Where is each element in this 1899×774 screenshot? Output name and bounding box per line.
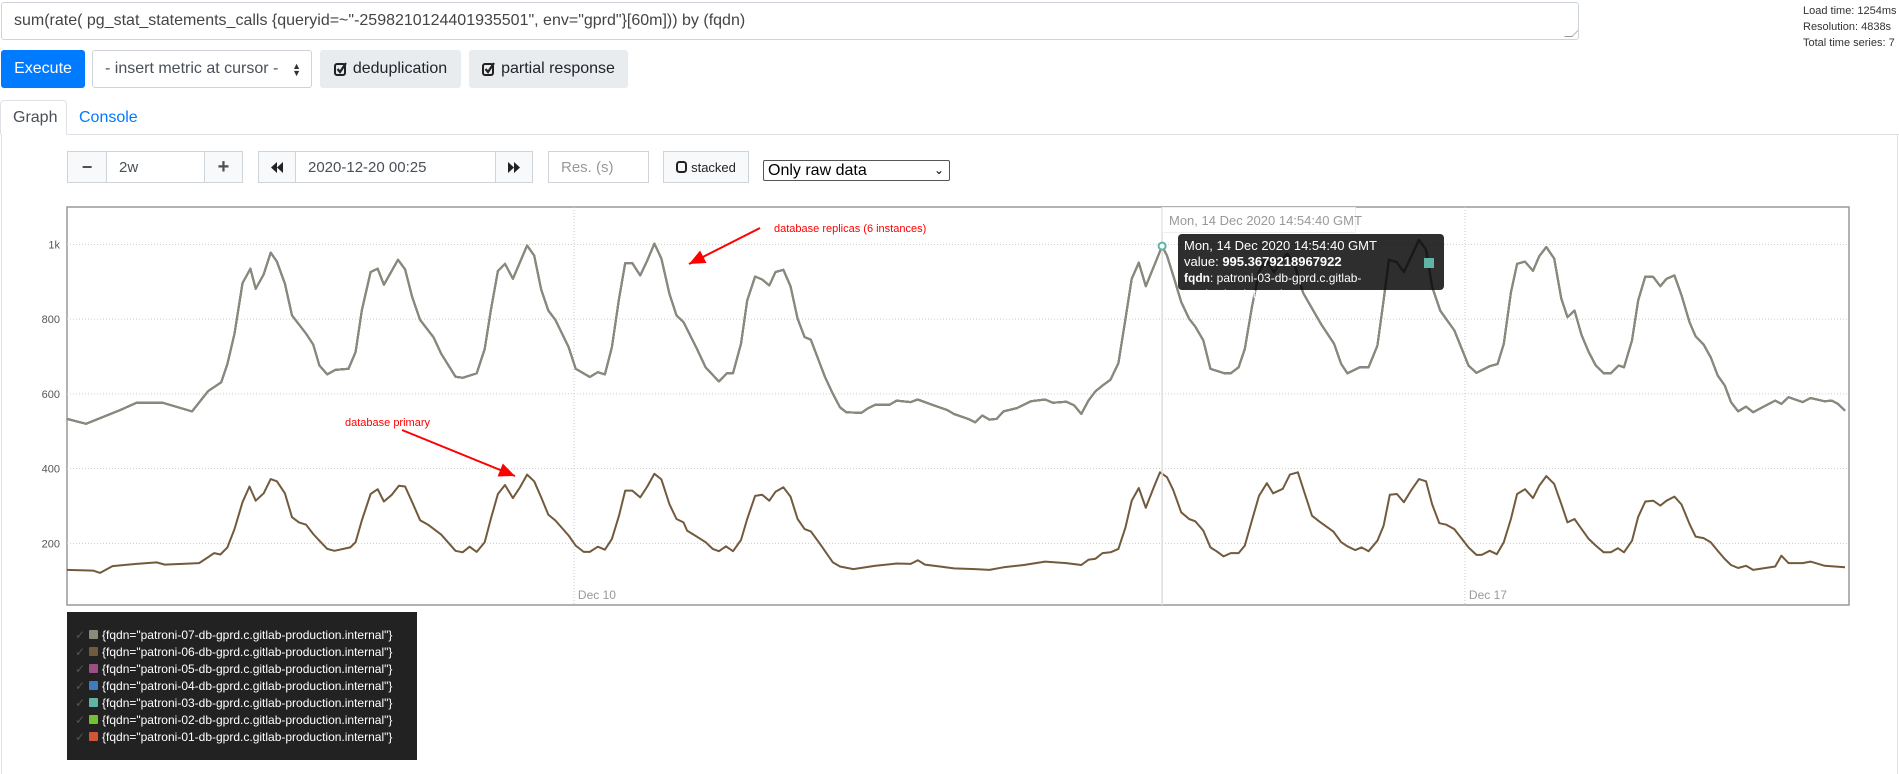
select-arrows-icon: ▲ ▼ bbox=[292, 61, 301, 78]
primary-arrow-head bbox=[497, 463, 515, 477]
x-tick-label: Dec 17 bbox=[1469, 588, 1507, 602]
check-icon: ✓ bbox=[75, 695, 86, 710]
graph-panel bbox=[1, 134, 1898, 774]
series-color-swatch bbox=[89, 630, 98, 639]
legend-label: {fqdn="patroni-01-db-gprd.c.gitlab-produ… bbox=[102, 729, 393, 744]
replicas-arrow-head bbox=[689, 250, 707, 264]
check-icon: ✓ bbox=[75, 678, 86, 693]
x-tick-label: Dec 10 bbox=[578, 588, 616, 602]
query-stats: Load time: 1254ms Resolution: 4838s Tota… bbox=[1803, 3, 1897, 51]
legend-item[interactable]: ✓ {fqdn="patroni-07-db-gprd.c.gitlab-prod… bbox=[75, 626, 417, 643]
forward-button[interactable] bbox=[495, 151, 533, 183]
display-mode-value: Only raw data bbox=[768, 161, 867, 179]
grid: 200 400 600 800 1k Dec 10 Dec 17 bbox=[42, 206, 1850, 606]
tooltip-label-value: patroni-03-db-gprd.c.gitlab-production.i… bbox=[1184, 271, 1362, 301]
load-time: Load time: 1254ms bbox=[1803, 5, 1897, 17]
legend: ✓ {fqdn="patroni-07-db-gprd.c.gitlab-prod… bbox=[67, 612, 417, 760]
legend-item[interactable]: ✓ {fqdn="patroni-06-db-gprd.c.gitlab-prod… bbox=[75, 643, 417, 660]
range-input[interactable]: 2w bbox=[106, 151, 205, 183]
tab-console[interactable]: Console bbox=[79, 108, 138, 126]
y-tick-label: 1k bbox=[48, 239, 60, 251]
check-icon: ✓ bbox=[75, 644, 86, 659]
resolution-input[interactable]: Res. (s) bbox=[548, 151, 649, 183]
resolution: Resolution: 4838s bbox=[1803, 21, 1892, 33]
tab-bar: Graph Console bbox=[0, 100, 1899, 135]
partial-response-toggle[interactable]: partial response bbox=[469, 50, 628, 88]
series-color-swatch bbox=[89, 664, 98, 673]
partial-response-label: partial response bbox=[501, 60, 615, 77]
legend-item[interactable]: ✓ {fqdn="patroni-05-db-gprd.c.gitlab-prod… bbox=[75, 660, 417, 677]
series-color-swatch bbox=[89, 681, 98, 690]
deduplication-label: deduplication bbox=[352, 60, 448, 77]
plot-area bbox=[66, 206, 1850, 606]
annotation-replicas: database replicas (6 instances) bbox=[774, 223, 927, 235]
legend-item[interactable]: ✓ {fqdn="patroni-04-db-gprd.c.gitlab-prod… bbox=[75, 677, 417, 694]
check-icon: ✓ bbox=[75, 729, 86, 744]
backward-icon bbox=[271, 161, 283, 173]
query-textarea[interactable]: sum(rate( pg_stat_statements_calls {quer… bbox=[1, 2, 1579, 40]
y-tick-label: 400 bbox=[42, 464, 60, 476]
series-color-swatch bbox=[89, 698, 98, 707]
hover-tooltip: Mon, 14 Dec 2020 14:54:40 GMT value: 995… bbox=[1178, 234, 1444, 301]
legend-label: {fqdn="patroni-02-db-gprd.c.gitlab-produ… bbox=[102, 712, 393, 727]
series-lines bbox=[66, 238, 1846, 574]
forward-icon bbox=[508, 161, 520, 173]
query-text: sum(rate( pg_stat_statements_calls {quer… bbox=[14, 12, 746, 29]
increase-range-button[interactable]: + bbox=[204, 151, 243, 183]
tooltip-label-key: fqdn bbox=[1184, 271, 1210, 285]
legend-item[interactable]: ✓ {fqdn="patroni-01-db-gprd.c.gitlab-prod… bbox=[75, 728, 417, 745]
check-icon: ✓ bbox=[75, 627, 86, 642]
checked-box-icon bbox=[482, 62, 495, 76]
plus-icon: + bbox=[217, 155, 230, 178]
tooltip-value-label: value: bbox=[1184, 254, 1219, 269]
insert-metric-label: - insert metric at cursor - bbox=[105, 60, 279, 77]
check-icon: ✓ bbox=[75, 661, 86, 676]
series-color-swatch bbox=[89, 715, 98, 724]
hover-time-label: Mon, 14 Dec 2020 14:54:40 GMT bbox=[1162, 207, 1362, 233]
stacked-label: stacked bbox=[691, 159, 736, 175]
legend-label: {fqdn="patroni-07-db-gprd.c.gitlab-produ… bbox=[102, 627, 393, 642]
series-line bbox=[66, 471, 1846, 574]
series-line bbox=[66, 238, 1846, 425]
display-mode-select[interactable]: Only raw data ⌄ bbox=[763, 160, 950, 181]
end-time-input[interactable]: 2020-12-20 00:25 bbox=[295, 151, 496, 183]
y-tick-label: 600 bbox=[42, 389, 60, 401]
series-color-swatch bbox=[1424, 258, 1434, 268]
unchecked-box-icon bbox=[676, 161, 688, 173]
minus-icon: − bbox=[81, 156, 93, 177]
hover-point-marker bbox=[1157, 241, 1167, 251]
legend-label: {fqdn="patroni-03-db-gprd.c.gitlab-produ… bbox=[102, 695, 393, 710]
primary-arrow bbox=[401, 429, 516, 477]
check-icon: ✓ bbox=[75, 712, 86, 727]
deduplication-toggle[interactable]: deduplication bbox=[320, 50, 461, 88]
series-color-swatch bbox=[89, 647, 98, 656]
tab-graph[interactable]: Graph bbox=[0, 100, 67, 135]
checked-box-icon bbox=[333, 62, 347, 76]
execute-button[interactable]: Execute bbox=[1, 50, 85, 88]
annotation-primary: database primary bbox=[345, 417, 430, 429]
series-color-swatch bbox=[89, 732, 98, 741]
y-tick-label: 200 bbox=[42, 538, 60, 550]
y-tick-label: 800 bbox=[42, 314, 60, 326]
chevron-down-icon: ⌄ bbox=[933, 163, 944, 177]
tooltip-value: 995.3679218967922 bbox=[1222, 254, 1342, 269]
total-time-series: Total time series: 7 bbox=[1803, 37, 1895, 49]
legend-label: {fqdn="patroni-05-db-gprd.c.gitlab-produ… bbox=[102, 661, 393, 676]
decrease-range-button[interactable]: − bbox=[67, 151, 107, 183]
legend-label: {fqdn="patroni-04-db-gprd.c.gitlab-produ… bbox=[102, 678, 393, 693]
insert-metric-select[interactable]: - insert metric at cursor - ▲ ▼ bbox=[92, 50, 312, 88]
overlay bbox=[401, 207, 1167, 605]
tooltip-time: Mon, 14 Dec 2020 14:54:40 GMT bbox=[1184, 238, 1377, 253]
legend-label: {fqdn="patroni-06-db-gprd.c.gitlab-produ… bbox=[102, 644, 393, 659]
legend-item[interactable]: ✓ {fqdn="patroni-03-db-gprd.c.gitlab-prod… bbox=[75, 694, 417, 711]
stacked-toggle[interactable]: stacked bbox=[663, 151, 749, 183]
legend-item[interactable]: ✓ {fqdn="patroni-02-db-gprd.c.gitlab-prod… bbox=[75, 711, 417, 728]
